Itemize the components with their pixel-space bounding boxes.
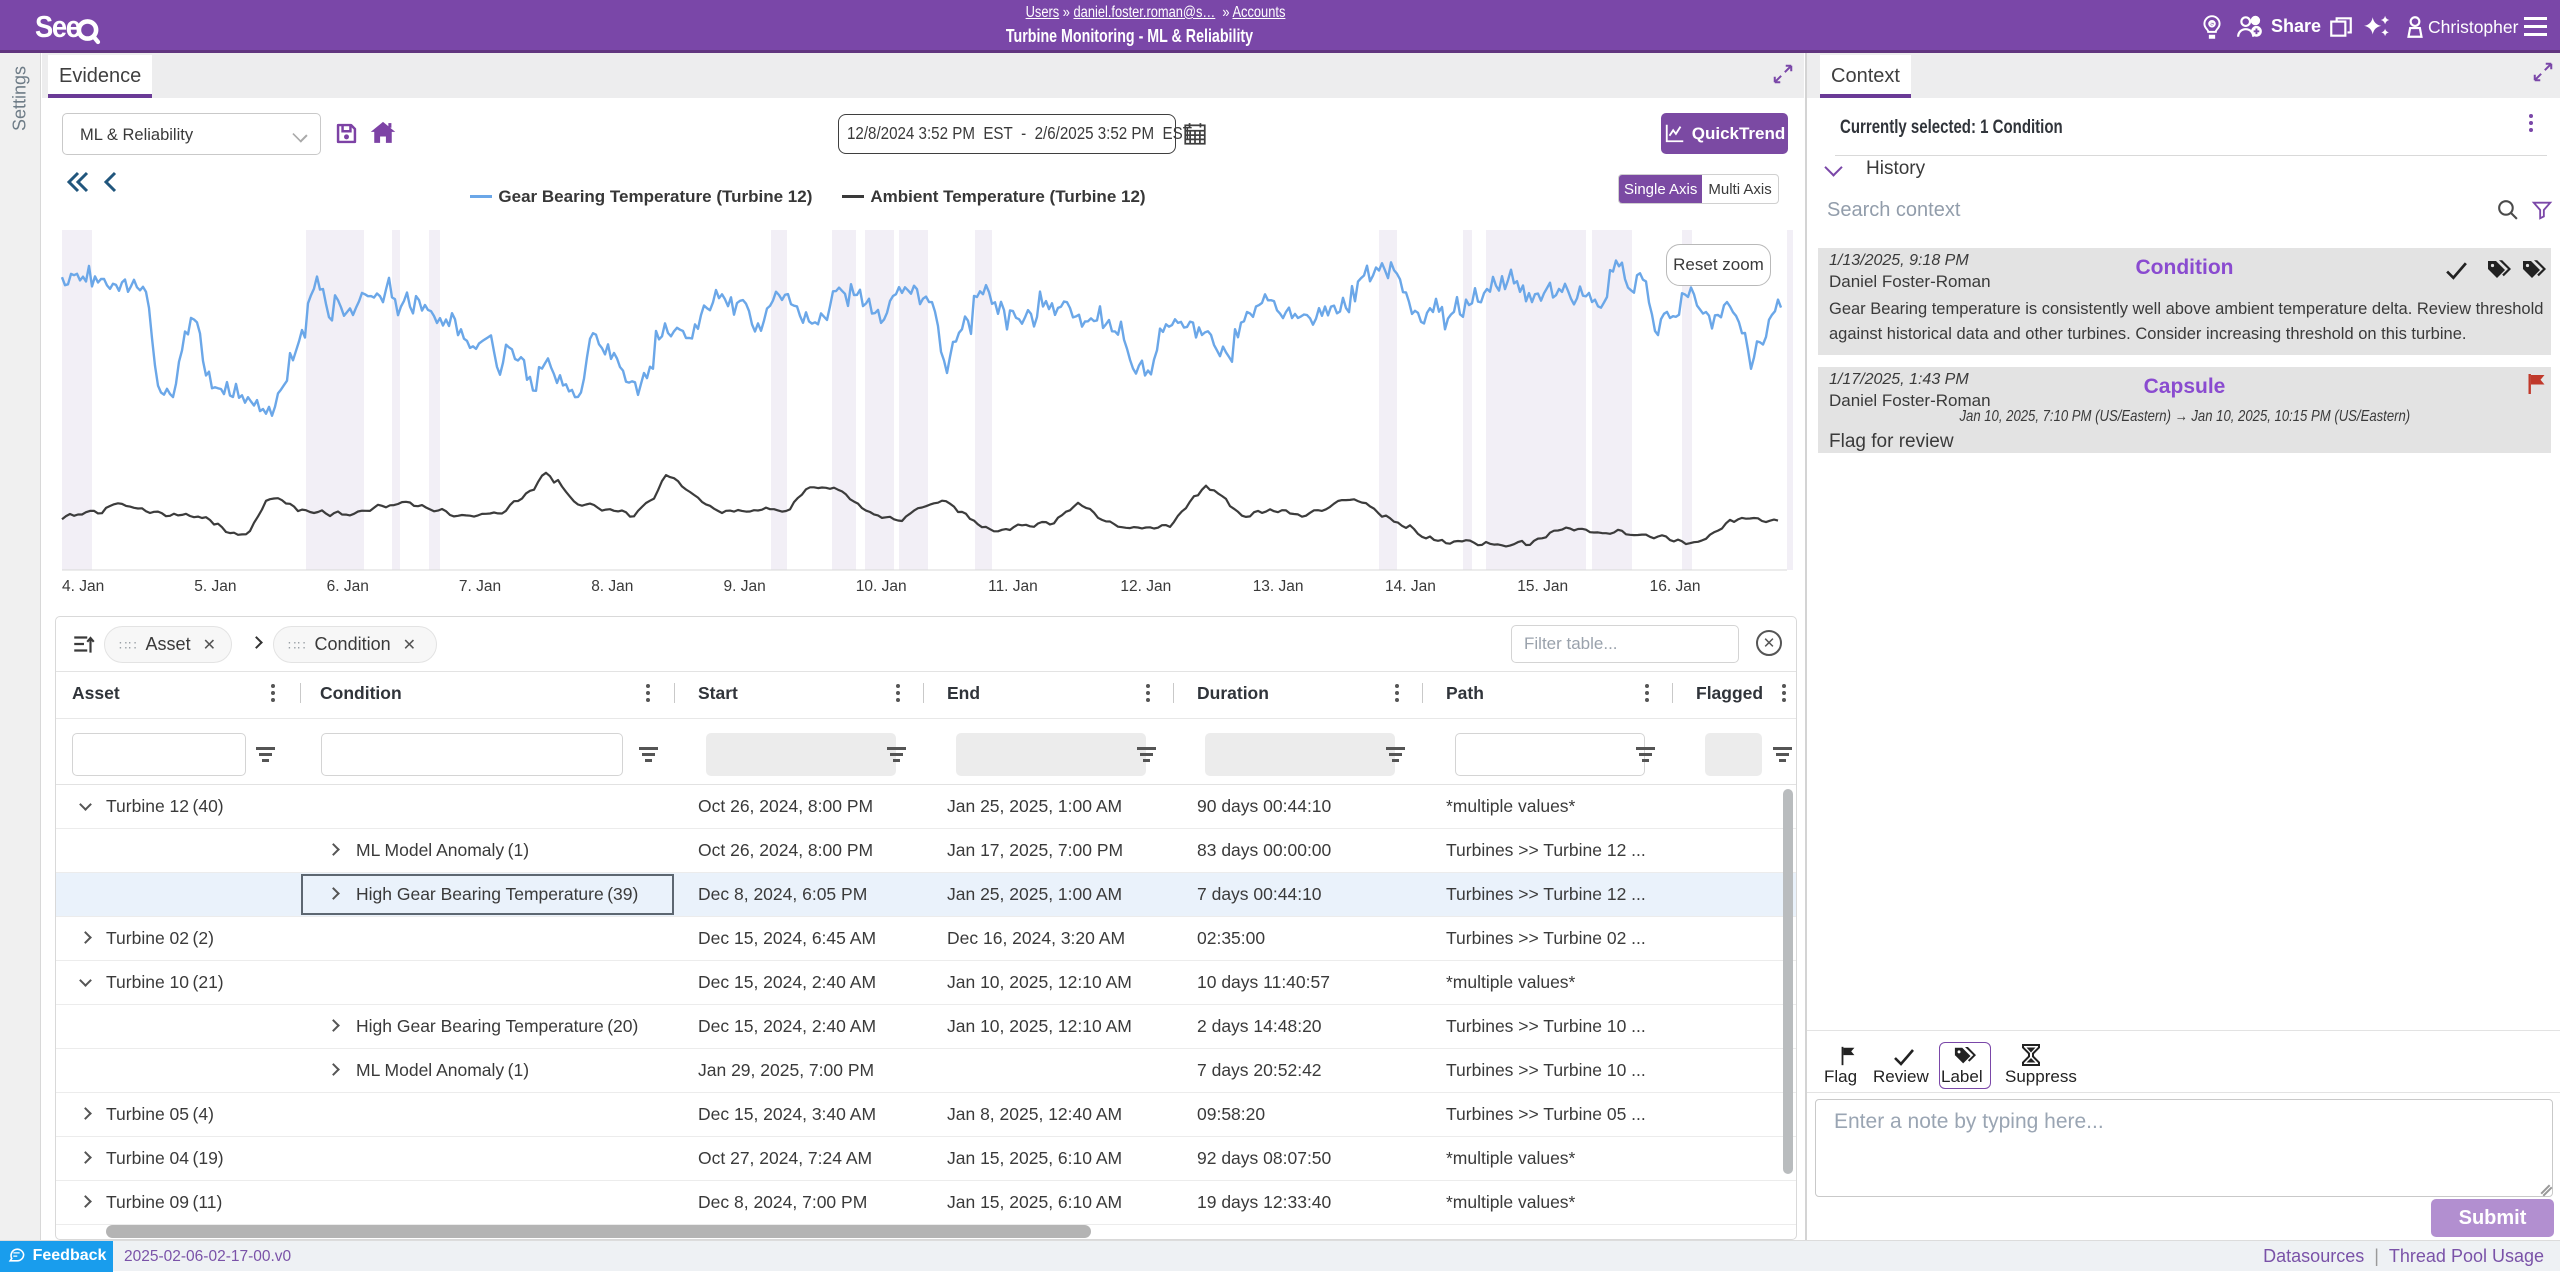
- svg-text:12. Jan: 12. Jan: [1120, 578, 1171, 595]
- svg-text:16. Jan: 16. Jan: [1650, 578, 1701, 595]
- svg-text:6. Jan: 6. Jan: [327, 578, 369, 595]
- svg-text:4. Jan: 4. Jan: [62, 578, 104, 595]
- svg-text:8. Jan: 8. Jan: [591, 578, 633, 595]
- svg-text:10. Jan: 10. Jan: [856, 578, 907, 595]
- svg-text:9. Jan: 9. Jan: [724, 578, 766, 595]
- svg-text:$: $: [2210, 20, 2215, 29]
- svg-text:14. Jan: 14. Jan: [1385, 578, 1436, 595]
- svg-text:11. Jan: 11. Jan: [988, 578, 1038, 595]
- svg-text:7. Jan: 7. Jan: [459, 578, 501, 595]
- svg-text:5. Jan: 5. Jan: [194, 578, 236, 595]
- svg-text:13. Jan: 13. Jan: [1253, 578, 1304, 595]
- svg-text:15. Jan: 15. Jan: [1517, 578, 1568, 595]
